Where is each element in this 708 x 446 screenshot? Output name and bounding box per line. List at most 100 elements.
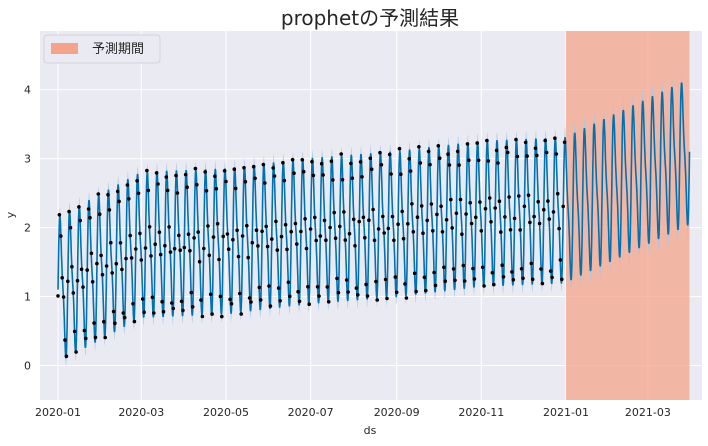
observed-point: [215, 221, 220, 226]
observed-point: [401, 236, 406, 241]
observed-point: [505, 150, 510, 155]
observed-point: [265, 244, 270, 249]
observed-point: [240, 234, 245, 238]
observed-point: [192, 236, 196, 240]
observed-point: [243, 179, 248, 184]
observed-point: [214, 186, 219, 191]
observed-point: [84, 336, 88, 341]
observed-point: [86, 207, 91, 211]
observed-point: [85, 268, 89, 272]
observed-point: [357, 219, 362, 224]
y-tick-label: 2: [24, 222, 31, 235]
observed-point: [164, 175, 169, 179]
observed-point: [129, 256, 134, 260]
observed-point: [562, 140, 567, 145]
observed-point: [394, 290, 399, 295]
observed-point: [67, 209, 71, 214]
legend-label: 予測期間: [92, 42, 144, 57]
observed-point: [350, 176, 355, 180]
observed-point: [400, 209, 405, 214]
observed-point: [225, 232, 230, 236]
observed-point: [474, 215, 478, 220]
observed-point: [301, 169, 306, 174]
observed-point: [165, 188, 170, 193]
observed-point: [351, 217, 356, 222]
observed-point: [106, 192, 110, 197]
observed-point: [232, 167, 237, 171]
observed-point: [300, 158, 305, 162]
observed-point: [469, 221, 474, 226]
observed-point: [422, 275, 427, 280]
x-axis-ticks: 2020-01 2020-03 2020-05 2020-07 2020-09 2020-…: [35, 406, 671, 419]
x-tick-label: 2021-03: [625, 406, 671, 419]
observed-point: [385, 296, 389, 301]
observed-point: [439, 204, 443, 209]
observed-point: [447, 163, 452, 167]
observed-point: [396, 222, 400, 226]
observed-point: [231, 237, 235, 242]
observed-point: [543, 138, 547, 143]
observed-point: [89, 251, 94, 256]
observed-point: [493, 206, 498, 210]
observed-point: [181, 308, 185, 313]
observed-point: [63, 338, 67, 342]
observed-point: [428, 162, 432, 167]
observed-point: [57, 213, 62, 217]
y-tick-label: 1: [24, 291, 31, 304]
observed-point: [97, 212, 102, 216]
observed-point: [440, 230, 445, 234]
observed-point: [299, 229, 303, 234]
observed-point: [364, 282, 368, 287]
y-axis-ticks: 0 1 2 3 4: [24, 84, 31, 373]
observed-point: [154, 171, 159, 175]
observed-point: [319, 161, 324, 166]
observed-point: [140, 297, 145, 301]
observed-point: [224, 179, 228, 184]
observed-point: [553, 136, 557, 140]
observed-point: [220, 314, 224, 319]
observed-point: [465, 142, 470, 146]
observed-point: [283, 222, 288, 227]
observed-point: [199, 298, 203, 302]
observed-point: [75, 278, 80, 283]
observed-point: [547, 217, 552, 221]
observed-point: [437, 156, 442, 160]
observed-point: [245, 223, 249, 228]
forecast-line: [57, 82, 691, 359]
x-tick-label: 2020-09: [374, 406, 420, 419]
observed-point: [208, 292, 213, 297]
observed-point: [558, 258, 563, 262]
observed-point: [128, 233, 132, 238]
observed-point: [421, 231, 425, 235]
observed-point: [282, 178, 287, 183]
observed-point: [503, 215, 507, 219]
observed-point: [258, 298, 263, 302]
observed-point: [425, 218, 430, 223]
observed-point: [213, 174, 217, 178]
observed-point: [228, 297, 232, 302]
observed-point: [548, 269, 553, 273]
observed-point: [72, 329, 77, 334]
observed-point: [135, 179, 139, 183]
observed-point: [275, 248, 280, 252]
observed-point: [310, 159, 314, 164]
observed-point: [511, 278, 516, 282]
observed-point: [461, 263, 466, 268]
observed-point: [131, 302, 135, 306]
observed-point: [347, 231, 352, 236]
observed-point: [66, 279, 70, 284]
y-tick-label: 4: [24, 84, 31, 97]
observed-point: [313, 215, 317, 220]
observed-point: [365, 294, 370, 298]
observed-point: [315, 285, 320, 289]
observed-point: [537, 221, 542, 226]
x-tick-label: 2020-01: [35, 406, 81, 419]
x-tick-label: 2020-05: [203, 406, 249, 419]
observed-point: [550, 275, 554, 280]
observed-point: [453, 278, 457, 283]
observed-points: [56, 136, 567, 359]
observed-point: [356, 293, 360, 297]
observed-point: [375, 298, 380, 302]
observed-point: [95, 261, 99, 266]
observed-point: [339, 152, 344, 156]
